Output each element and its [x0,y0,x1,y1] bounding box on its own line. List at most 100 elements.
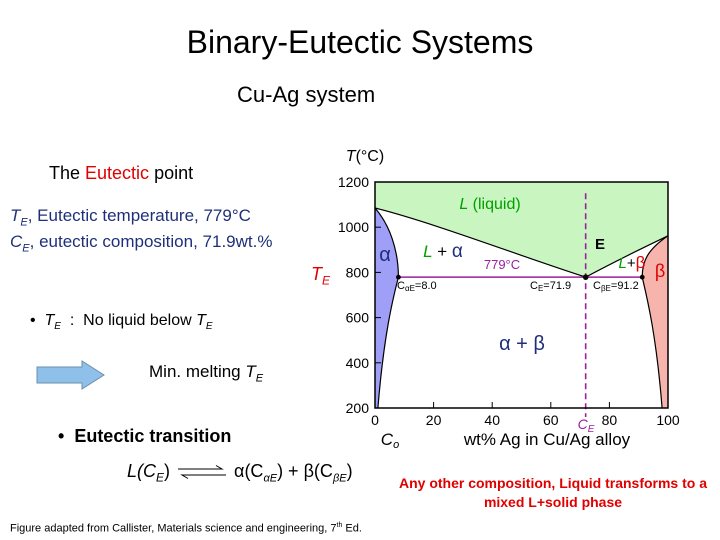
reaction-alpha: α(C [234,461,264,481]
te-side-symbol: T [311,264,322,284]
liquid-region [375,182,668,278]
right-arrow-icon [36,360,105,390]
min-melt-subscript: E [255,372,264,385]
reaction-end: ) [346,461,353,481]
l-beta-sym: L [619,255,627,272]
x-axis-label: wt% Ag in Cu/Ag alloy [463,430,631,449]
c-alpha-label: CαE=8.0 [397,280,437,293]
bullet-trans-text: Eutectic transition [74,426,232,446]
heading-emphasis: Eutectic [85,163,150,183]
reaction-beta-sub: βE [332,472,347,485]
slide-title: Binary-Eutectic Systems [186,24,534,60]
y-tick-label: 1000 [338,219,369,235]
eutectic-composition-definition: CE, eutectic composition, 71.9wt.% [10,232,272,254]
x-tick-label: 100 [656,412,680,428]
alpha-beta-text: α + β [499,333,545,355]
figure-caption: Figure adapted from Callister, Materials… [10,522,362,535]
eutectic-point-label: E [595,236,605,253]
ce-axis-marker: CE [578,416,595,435]
y-tick-label: 800 [346,264,370,280]
c-beta-text: =91.2 [611,280,639,292]
y-tick-label: 400 [346,355,370,371]
te-symbol: T [10,206,21,225]
reaction-left: L(C [127,461,157,481]
te-subscript: E [20,216,28,229]
ce-marker-sub: E [588,424,595,435]
beta-eutectic-point [639,274,645,280]
l-alpha-plus: + [433,242,452,261]
ce-subscript: E [22,242,30,255]
x-ticks: 0 20 40 60 80 100 [371,402,680,428]
liquid-sym: L [459,196,468,213]
c-alpha-text: =8.0 [415,280,437,292]
y-label-unit: (°C) [356,148,385,165]
y-tick-label: 1200 [338,174,369,190]
reaction-alpha-sub: αE [263,472,278,485]
eutectic-heading: The Eutectic point [49,163,193,184]
l-beta-label: L+β [619,253,646,272]
c-e-sym: C [530,280,538,292]
x-tick-label: 80 [602,412,618,428]
beta-label: β [655,261,665,281]
caption-sup: th [336,522,343,529]
l-beta-plus: + [627,255,636,272]
bullet-te-text: : No liquid below [60,312,197,329]
beta-region [642,235,668,408]
eutectic-reaction: L(CE) α(CαE) + β(CβE) [127,461,353,485]
bullet-te-symbol-2: T [196,312,206,329]
c-beta-sym: C [593,280,601,292]
liquidus-line [374,207,669,278]
alpha-beta-label: α + β [499,333,545,355]
y-label-sym: T [346,148,357,165]
c-e-label: CE=71.9 [530,280,571,293]
y-ticks: 200 400 600 800 1000 1200 [338,174,381,416]
x-tick-label: 60 [543,412,559,428]
c-beta-sub: βE [601,284,611,293]
eutectic-point [582,274,589,280]
heading-prefix: The [49,163,86,183]
te-def-text: , Eutectic temperature, 779°C [27,206,251,225]
reaction-left-close: ) [164,461,171,481]
te-side-subscript: E [322,273,331,288]
c-beta-label: CβE=91.2 [593,280,639,293]
l-alpha-phase: α [452,241,463,262]
beta-solvus-line [641,235,669,409]
equilibrium-arrow-icon [178,465,227,480]
c-alpha-sym: C [397,280,405,292]
reaction-beta: β(C [303,461,333,481]
eutectic-temp-label: 779°C [484,257,520,272]
alpha-solvus-line [374,207,400,409]
min-melting-note: Min. melting TE [149,362,263,384]
bullet-no-liquid: • TE : No liquid below TE [30,312,213,333]
caption-end: Ed. [342,522,362,535]
heading-suffix: point [149,163,194,183]
alpha-label: α [379,244,391,266]
liquid-label: L (liquid) [459,196,520,213]
slide-subtitle: Cu-Ag system [237,82,376,107]
bullet-te-subscript-2: E [205,321,213,333]
alpha-eutectic-point [396,274,401,280]
composition-note: Any other composition, Liquid transforms… [398,475,707,510]
y-axis-label: T(°C) [346,148,384,165]
c-e-sub: E [538,284,543,293]
x-tick-label: 0 [371,412,379,428]
min-melt-text: Min. melting [149,362,246,381]
ce-marker-sym: C [578,416,589,432]
c-e-text: =71.9 [543,280,571,292]
liquid-text: (liquid) [468,196,520,213]
co-sub: o [393,439,399,451]
co-axis-label: Co [381,430,399,451]
ce-def-text: , eutectic composition, 71.9wt.% [29,232,273,251]
c-alpha-sub: αE [405,284,415,293]
alpha-region [375,208,399,408]
y-tick-label: 600 [346,310,370,326]
reaction-mid: ) + [277,461,304,481]
bullet-eutectic-transition: • Eutectic transition [58,426,232,446]
co-sym: C [381,430,394,449]
ce-symbol: C [10,232,23,251]
y-tick-label: 200 [346,400,370,416]
eutectic-temperature-definition: TE, Eutectic temperature, 779°C [10,206,251,228]
l-beta-phase: β [636,253,646,272]
l-alpha-label: L + α [423,241,463,262]
